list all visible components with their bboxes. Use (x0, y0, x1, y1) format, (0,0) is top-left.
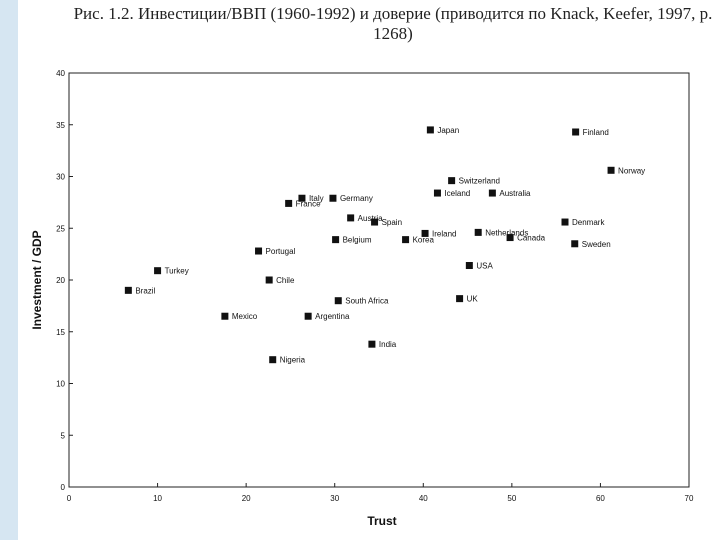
data-point (154, 267, 162, 275)
point-label: Switzerland (459, 177, 500, 186)
data-point (371, 218, 379, 226)
data-point (465, 262, 473, 270)
data-point (456, 295, 464, 303)
x-tick-label: 40 (419, 494, 428, 503)
point-label: Austria (358, 214, 383, 223)
data-point (368, 340, 376, 348)
point-label: Nigeria (280, 356, 306, 365)
point-label: South Africa (345, 297, 389, 306)
point-label: Finland (583, 128, 609, 137)
point-label: Belgium (343, 236, 372, 245)
y-tick-label: 0 (61, 483, 66, 492)
point-label: France (296, 199, 321, 208)
point-label: Ireland (432, 229, 456, 238)
data-point (488, 189, 496, 197)
figure-caption: Рис. 1.2. Инвестиции/ВВП (1960-1992) и д… (63, 4, 720, 44)
point-label: Argentina (315, 312, 350, 321)
data-point (506, 234, 514, 242)
point-label: Turkey (165, 267, 189, 276)
point-label: USA (476, 262, 493, 271)
caption-line-1: Рис. 1.2. Инвестиции/ВВП (1960-1992) и д… (73, 4, 713, 23)
data-point (124, 286, 132, 294)
data-point (221, 312, 229, 320)
point-label: Italy (309, 194, 324, 203)
y-tick-label: 10 (56, 380, 65, 389)
point-label: Sweden (582, 240, 611, 249)
point-label: Chile (276, 276, 295, 285)
data-point (332, 236, 340, 244)
data-point (304, 312, 312, 320)
point-label: Mexico (232, 312, 258, 321)
data-point (347, 214, 355, 222)
point-label: Iceland (444, 189, 470, 198)
point-label: Australia (499, 189, 531, 198)
caption-line-2: 1268) (373, 24, 413, 43)
data-point (572, 128, 580, 136)
data-point (402, 236, 410, 244)
y-axis-label: Investment / GDP (30, 230, 44, 329)
y-tick-label: 20 (56, 276, 65, 285)
x-tick-label: 20 (242, 494, 251, 503)
point-label: UK (467, 295, 479, 304)
y-tick-label: 40 (56, 69, 65, 78)
x-tick-label: 30 (330, 494, 339, 503)
document-page: Рис. 1.2. Инвестиции/ВВП (1960-1992) и д… (18, 0, 720, 540)
point-label: Brazil (135, 286, 155, 295)
x-tick-label: 60 (596, 494, 605, 503)
y-tick-label: 15 (56, 328, 65, 337)
point-label: Germany (340, 194, 373, 203)
data-point (448, 177, 456, 185)
data-point (474, 228, 482, 236)
point-label: Netherlands (485, 228, 528, 237)
data-point (561, 218, 569, 226)
data-point (265, 276, 273, 284)
y-tick-label: 5 (61, 431, 66, 440)
point-label: Korea (413, 236, 435, 245)
point-label: India (379, 340, 397, 349)
x-tick-label: 50 (507, 494, 516, 503)
x-tick-label: 0 (67, 494, 72, 503)
data-point (421, 229, 429, 237)
data-point (269, 356, 277, 364)
data-point (334, 297, 342, 305)
x-axis-label: Trust (367, 514, 396, 528)
data-point (329, 194, 337, 202)
data-point (426, 126, 434, 134)
data-point (298, 194, 306, 202)
y-tick-label: 35 (56, 121, 65, 130)
point-label: Spain (382, 218, 402, 227)
data-point (571, 240, 579, 248)
point-label: Denmark (572, 218, 605, 227)
data-point (433, 189, 441, 197)
x-tick-label: 10 (153, 494, 162, 503)
data-point (607, 166, 615, 174)
x-tick-label: 70 (685, 494, 694, 503)
point-label: Canada (517, 234, 546, 243)
point-label: Portugal (266, 247, 296, 256)
data-point (285, 199, 293, 207)
point-label: Japan (437, 126, 459, 135)
point-label: Norway (618, 166, 645, 175)
y-tick-label: 25 (56, 224, 65, 233)
y-tick-label: 30 (56, 173, 65, 182)
data-point (255, 247, 263, 255)
